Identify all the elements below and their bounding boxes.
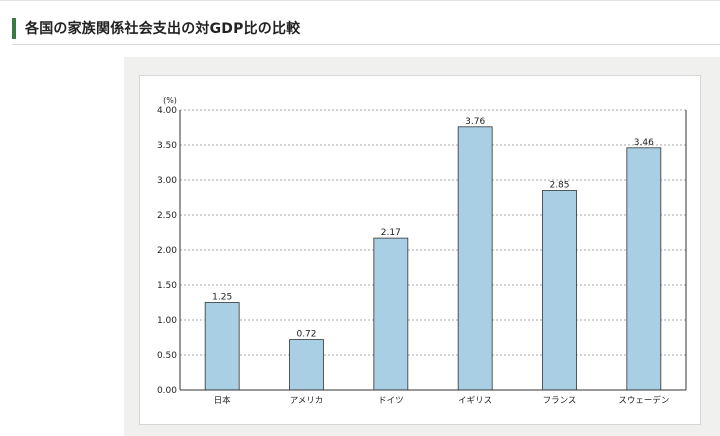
- bar: [289, 339, 324, 391]
- bar-value-label: 1.25: [212, 293, 232, 303]
- header-accent-bar: [12, 17, 16, 39]
- bar-value-label: 3.46: [634, 138, 654, 148]
- label-layer: 1.25 日本 0.72 アメリカ 2.17 ドイツ 3.76 イギリス 2.85 フランス 3.4…: [212, 117, 669, 406]
- bar: [542, 190, 577, 391]
- y-tick-label: 4.00: [157, 106, 177, 116]
- x-category-label: アメリカ: [290, 396, 324, 406]
- x-category-label: 日本: [214, 395, 232, 406]
- bar-value-label: 2.17: [381, 228, 401, 238]
- y-tick-label: 0.00: [157, 386, 177, 396]
- x-category-label: フランス: [543, 396, 577, 406]
- y-tick-label: 2.00: [157, 246, 177, 256]
- page-title: 各国の家族関係社会支出の対GDP比の比較: [25, 21, 301, 37]
- grid-layer: [180, 109, 686, 356]
- bar: [204, 302, 240, 391]
- bar: [457, 126, 493, 391]
- axis-layer: (%) 0.00 0.50 1.00 1.50 2.00 2.50 3.00 3.50 4.00: [157, 96, 687, 396]
- section-header: 各国の家族関係社会支出の対GDP比の比較: [12, 17, 300, 39]
- bar-value-label: 3.76: [465, 117, 485, 127]
- bar-value-label: 2.85: [549, 181, 569, 191]
- top-divider: [0, 0, 720, 1]
- y-tick-label: 3.50: [157, 141, 177, 151]
- x-category-label: スウェーデン: [618, 395, 669, 406]
- bar: [626, 147, 662, 391]
- y-tick-label: 0.50: [157, 351, 177, 361]
- y-axis-unit-label: (%): [163, 96, 177, 105]
- x-category-label: ドイツ: [378, 396, 404, 406]
- y-tick-label: 1.50: [157, 281, 177, 291]
- y-tick-label: 3.00: [157, 176, 177, 186]
- y-tick-label: 1.00: [157, 316, 177, 326]
- bar-value-label: 0.72: [296, 330, 316, 340]
- bar: [373, 237, 409, 391]
- y-tick-label: 2.50: [157, 211, 177, 221]
- header-divider: [12, 44, 720, 45]
- bar-layer: [204, 126, 662, 391]
- x-category-label: イギリス: [458, 396, 492, 406]
